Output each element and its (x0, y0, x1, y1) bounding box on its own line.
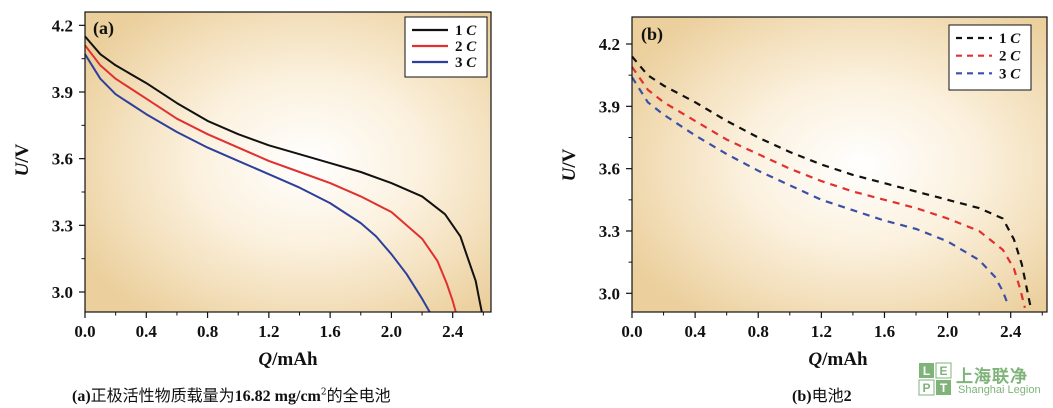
logo-mark-icon: L E P T (918, 362, 952, 396)
legend-label-number: 2 (455, 39, 466, 55)
legend-label-number: 3 (999, 66, 1010, 82)
legend-label-3: 3 C (455, 55, 477, 71)
y-axis-title-symbol: U (559, 166, 580, 181)
chart-panel-b: 0.0 0.4 0.8 1.2 1.6 2.0 2.4 3.0 3.3 3.6 3.9 4.2 Q/mA… (559, 16, 1048, 370)
series-line-1 (84, 35, 483, 313)
x-tick-label: 0.8 (197, 322, 218, 341)
y-tick-label: 3.3 (52, 216, 73, 235)
y-axis-title-unit: /V (12, 143, 33, 163)
x-axis-title-symbol: Q (808, 349, 822, 370)
y-tick-label: 3.9 (599, 97, 620, 116)
legend-label-1: 1 C (455, 23, 477, 39)
y-tick-label: 3.6 (52, 150, 73, 169)
x-tick-label: 2.0 (937, 322, 958, 341)
legend-label-1: 1 C (999, 31, 1021, 47)
series-line-2 (84, 44, 457, 313)
caption-b-label: (b) (792, 388, 812, 405)
legend-label-number: 2 (999, 49, 1010, 65)
legend-label-unit: C (466, 55, 477, 71)
logo-english-text: Shanghai Legion (958, 384, 1041, 396)
caption-a-text-2: 的全电池 (326, 386, 391, 405)
caption-a: (a)正极活性物质载量为16.82 mg/cm2的全电池 (72, 382, 391, 406)
x-tick-label: 0.0 (74, 322, 95, 341)
legend-box (948, 24, 1032, 91)
caption-a-text-1: 正极活性物质载量为 (90, 386, 235, 405)
logo-letter-1: L (923, 364, 930, 378)
caption-b-num: 2 (843, 388, 852, 405)
x-axis-title-unit: /mAh (821, 349, 868, 370)
logo-chinese-text: 上海联净 (956, 367, 1028, 387)
chart-panel-a: 0.0 0.4 0.8 1.2 1.6 2.0 2.4 3.0 3.3 3.6 3.9 4.2 Q/mA… (12, 11, 492, 370)
x-tick-label: 0.4 (136, 322, 158, 341)
x-axis-title: Q/mAh (258, 349, 318, 370)
x-tick-label: 2.4 (442, 322, 464, 341)
y-tick-label: 3.0 (599, 284, 620, 303)
series-line-3 (84, 53, 431, 313)
x-tick-label: 2.4 (1000, 322, 1022, 341)
x-axis-title-unit: /mAh (271, 349, 318, 370)
x-tick-label: 1.6 (320, 322, 341, 341)
legend-label-number: 1 (999, 31, 1010, 47)
plot-frame (631, 16, 1048, 313)
legend-label-number: 1 (455, 23, 466, 39)
x-tick-label: 0.4 (684, 322, 706, 341)
x-tick-label: 2.0 (381, 322, 402, 341)
legend-label-number: 3 (455, 55, 466, 71)
y-tick-label: 3.3 (599, 222, 620, 241)
logo-letter-3: P (922, 381, 930, 395)
logo-letter-2: E (939, 364, 947, 378)
x-axis-title: Q/mAh (808, 349, 868, 370)
y-axis-title: U/V (12, 143, 33, 176)
plot-frame (84, 11, 492, 313)
x-tick-label: 0.0 (621, 322, 642, 341)
legend-label-unit: C (1010, 49, 1021, 65)
y-tick-label: 3.6 (599, 160, 620, 179)
panel-label: (b) (641, 24, 663, 45)
x-tick-label: 1.2 (258, 322, 279, 341)
y-axis-title: U/V (559, 148, 580, 181)
caption-b-text: 电池 (811, 386, 844, 405)
caption-b: (b)电池2 (792, 382, 852, 406)
y-tick-label: 3.0 (52, 283, 73, 302)
panel-label: (a) (93, 18, 114, 39)
legend-label-unit: C (1010, 66, 1021, 82)
caption-a-value: 16.82 mg/cm (234, 388, 321, 405)
y-axis-title-symbol: U (12, 161, 33, 176)
caption-a-sup: 2 (320, 387, 327, 398)
series-line-3 (631, 76, 1009, 305)
legend-label-2: 2 C (999, 49, 1021, 65)
legend-label-unit: C (466, 23, 477, 39)
x-tick-label: 1.2 (811, 322, 832, 341)
legend-label-unit: C (1010, 31, 1021, 47)
legend-label-unit: C (466, 39, 477, 55)
x-tick-label: 0.8 (748, 322, 769, 341)
company-logo: L E P T 上海联净 Shanghai Legion (918, 362, 1050, 404)
y-tick-label: 4.2 (52, 16, 73, 35)
legend-label-2: 2 C (455, 39, 477, 55)
y-tick-label: 4.2 (599, 35, 620, 54)
caption-a-label: (a) (72, 388, 91, 405)
logo-letter-4: T (940, 381, 948, 395)
y-axis-title-unit: /V (559, 148, 580, 168)
x-axis-title-symbol: Q (258, 349, 272, 370)
y-tick-label: 3.9 (52, 83, 73, 102)
x-tick-label: 1.6 (874, 322, 895, 341)
legend-label-3: 3 C (999, 66, 1021, 82)
